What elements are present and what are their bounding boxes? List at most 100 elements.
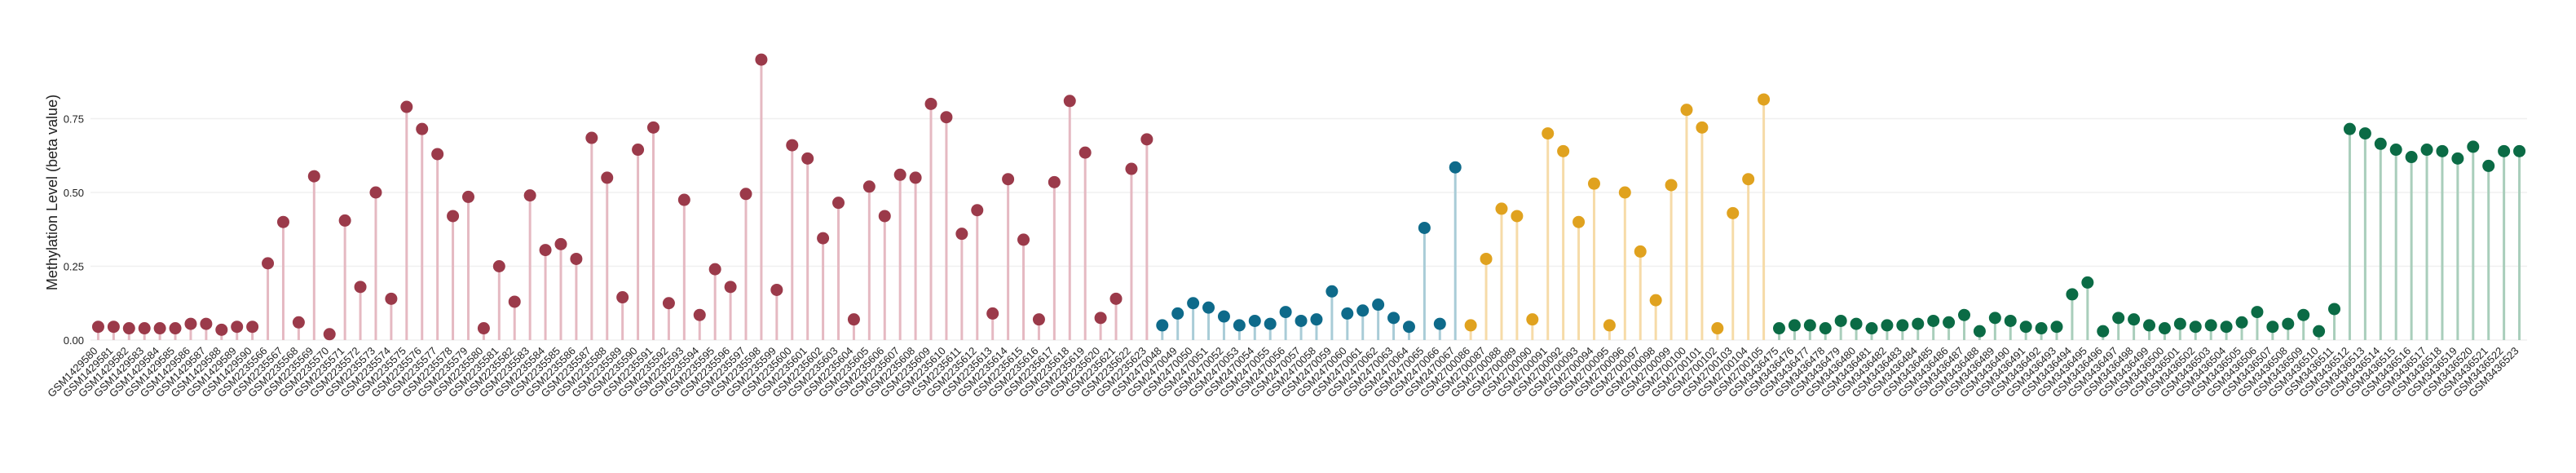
dot xyxy=(1587,177,1600,190)
y-tick-label: 0.75 xyxy=(64,113,84,126)
dot xyxy=(1618,186,1631,199)
dot xyxy=(1634,245,1647,258)
dot xyxy=(971,204,984,217)
dot xyxy=(693,308,706,321)
dot xyxy=(570,252,583,265)
dot xyxy=(1187,297,1200,310)
dot xyxy=(1727,206,1740,219)
dot xyxy=(1573,215,1586,228)
dot xyxy=(1881,319,1894,332)
dot xyxy=(246,320,259,334)
dot xyxy=(2143,319,2156,332)
y-axis-title: Methylation Level (beta value) xyxy=(44,95,60,290)
dot xyxy=(1449,161,1462,174)
dot xyxy=(1912,317,1925,330)
dot xyxy=(323,328,336,341)
dot xyxy=(1943,316,1956,329)
dot xyxy=(2405,151,2418,164)
y-tick-label: 0.25 xyxy=(64,261,84,273)
dot xyxy=(1418,221,1431,234)
dot xyxy=(554,237,567,250)
dot xyxy=(1325,285,1339,298)
dot xyxy=(1758,93,1771,106)
dot xyxy=(2251,306,2264,319)
dot xyxy=(1850,317,1863,330)
dot xyxy=(1017,233,1030,246)
dot xyxy=(461,190,474,203)
dot xyxy=(2066,288,2079,301)
dot xyxy=(1696,121,1709,134)
dot xyxy=(2313,325,2326,338)
dot xyxy=(1433,317,1446,330)
dot xyxy=(739,188,752,201)
dot xyxy=(986,307,999,320)
dot xyxy=(1480,252,1493,265)
dot xyxy=(2112,312,2125,325)
dot xyxy=(369,186,382,199)
dot xyxy=(1233,319,1246,332)
dot xyxy=(2097,325,2110,338)
dot xyxy=(1772,322,1785,335)
dot xyxy=(786,139,799,152)
dot xyxy=(276,215,289,228)
dot xyxy=(262,257,275,270)
dot xyxy=(1356,304,1370,317)
dot xyxy=(2173,317,2186,330)
dot xyxy=(2358,127,2371,140)
dot xyxy=(2266,320,2279,334)
dot xyxy=(1078,146,1092,159)
dot xyxy=(2128,313,2141,326)
dot xyxy=(1834,314,1847,327)
dot xyxy=(2389,144,2402,157)
dot xyxy=(2482,159,2495,172)
dot xyxy=(1032,313,1045,326)
dot xyxy=(585,131,598,144)
dot xyxy=(1495,202,1508,215)
dot xyxy=(862,180,876,193)
dot xyxy=(385,292,398,305)
dot xyxy=(878,210,891,223)
dot xyxy=(1402,320,1415,334)
dot xyxy=(708,263,721,276)
dot xyxy=(169,322,182,335)
dot xyxy=(1125,162,1138,175)
dot xyxy=(801,152,814,165)
dot xyxy=(1896,319,1909,332)
dot xyxy=(1372,298,1385,312)
dot xyxy=(184,317,197,330)
dot xyxy=(2297,308,2310,321)
dot xyxy=(122,322,135,335)
dot xyxy=(431,148,444,161)
dot xyxy=(416,122,429,135)
dot xyxy=(2158,322,2171,335)
dot xyxy=(1557,144,1570,157)
dot xyxy=(107,320,120,334)
dot xyxy=(138,322,151,335)
dot xyxy=(1295,314,1308,327)
dot xyxy=(924,97,937,110)
dot xyxy=(2498,144,2511,157)
dot xyxy=(2220,320,2233,334)
dot xyxy=(307,170,320,183)
dot xyxy=(955,228,968,241)
dot xyxy=(1341,307,1354,320)
dot xyxy=(2204,319,2217,332)
dot xyxy=(200,317,213,330)
dot xyxy=(1865,322,1878,335)
dot xyxy=(1711,322,1724,335)
dot xyxy=(1063,95,1076,108)
dot xyxy=(2004,314,2017,327)
dot xyxy=(1542,127,1555,140)
dot xyxy=(338,214,351,227)
dot xyxy=(1788,319,1801,332)
dot xyxy=(1279,306,1292,319)
dot xyxy=(1649,294,1662,307)
dot xyxy=(2282,317,2295,330)
dot xyxy=(1742,173,1755,186)
dot xyxy=(1958,308,1971,321)
dot xyxy=(1511,210,1524,223)
dot xyxy=(1156,319,1169,332)
dot xyxy=(2189,320,2202,334)
